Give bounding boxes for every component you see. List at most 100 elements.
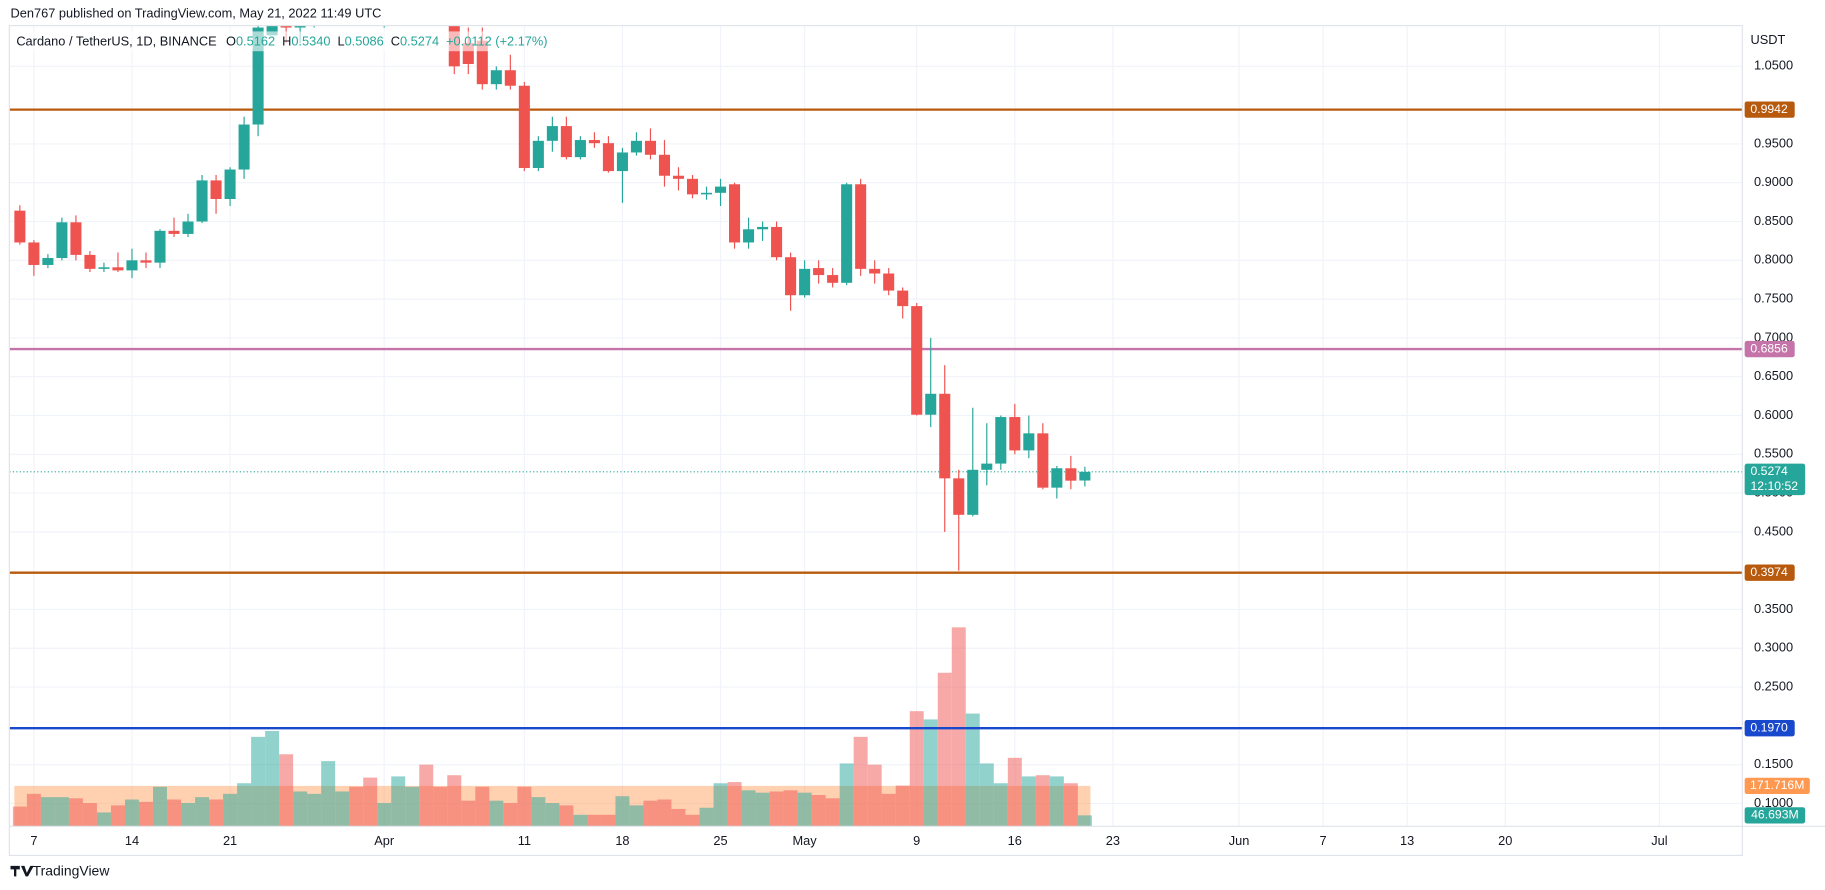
candle-body xyxy=(743,229,755,243)
last-price-badge xyxy=(1744,463,1806,496)
candle-body xyxy=(939,393,951,479)
volume-bar xyxy=(139,801,153,827)
y-tick-label: 0.8000 xyxy=(1754,252,1793,267)
volume-bar xyxy=(545,803,560,827)
x-tick-label: Jun xyxy=(1229,833,1250,848)
volume-bar xyxy=(391,776,406,827)
y-tick-label: 0.5500 xyxy=(1754,446,1793,461)
volume-bar xyxy=(307,793,322,827)
candle-body xyxy=(827,275,839,283)
candle-body xyxy=(883,273,895,291)
candle-body xyxy=(981,463,993,470)
candle-body xyxy=(70,222,82,255)
candle-body xyxy=(476,40,488,85)
ohlc-value: 0.5340 xyxy=(291,33,330,48)
y-tick-label: 0.6000 xyxy=(1754,407,1793,422)
volume-bar xyxy=(853,736,868,827)
volume-bar xyxy=(433,786,448,827)
candle-body xyxy=(210,180,222,200)
volume-bar xyxy=(671,808,686,827)
volume-bar xyxy=(1035,775,1050,827)
level-badge xyxy=(1744,720,1795,737)
ohlc-value: 0.5274 xyxy=(400,33,439,48)
candle-body xyxy=(98,267,110,269)
countdown-label: 12:10:52 xyxy=(1750,479,1798,493)
y-tick-label: 0.1000 xyxy=(1754,795,1793,810)
published-note: Den767 published on TradingView.com, May… xyxy=(11,5,382,20)
candle-body xyxy=(196,180,208,222)
brand: TradingView xyxy=(10,862,110,878)
levels xyxy=(9,108,1743,730)
candle-body xyxy=(518,85,530,168)
candle-body xyxy=(252,27,264,125)
x-tick-label: May xyxy=(793,833,818,848)
volume-bar xyxy=(321,761,336,827)
volume-ma-badge xyxy=(1744,777,1810,795)
volume-bar xyxy=(40,797,55,827)
volume-bar xyxy=(1063,783,1078,827)
frame xyxy=(8,25,1743,857)
candle-body xyxy=(771,226,783,258)
y-tick-label: 0.8500 xyxy=(1754,213,1793,228)
y-axis-label: USDT xyxy=(1750,32,1785,47)
volume-bar xyxy=(489,800,504,827)
candle-body xyxy=(1079,471,1091,481)
y-tick-label: 1.0500 xyxy=(1754,58,1793,73)
candle-body xyxy=(294,25,306,28)
level-badge xyxy=(1744,564,1795,581)
x-tick-label: 25 xyxy=(713,833,727,848)
candle-body xyxy=(238,124,250,170)
volume-bar xyxy=(769,791,784,827)
volume-bar xyxy=(419,764,434,827)
level-label: 0.3974 xyxy=(1750,565,1788,579)
volume-bar xyxy=(223,793,238,827)
candle-body xyxy=(84,254,96,269)
candle-body xyxy=(280,25,292,28)
candle-body xyxy=(897,290,909,307)
header-bg xyxy=(11,31,501,52)
candle-body xyxy=(112,267,124,271)
volume-bar xyxy=(531,797,546,827)
candle-body xyxy=(490,70,502,85)
volume-bar xyxy=(181,803,196,827)
volume-bar xyxy=(797,792,812,827)
candle-body xyxy=(42,257,54,265)
candle-body xyxy=(14,210,26,243)
candle-body xyxy=(126,260,138,271)
candle-body xyxy=(925,393,937,415)
volume-bar xyxy=(475,786,490,827)
last-volume-label: 46.693M xyxy=(1751,808,1799,822)
candle-body xyxy=(869,268,881,274)
x-tick-label: 16 xyxy=(1008,833,1022,848)
volume-bar xyxy=(643,800,658,827)
candle-body xyxy=(224,169,236,200)
volume-bar xyxy=(68,798,83,827)
x-tick-label: 18 xyxy=(615,833,629,848)
candle-body xyxy=(616,152,628,172)
candle-body xyxy=(841,184,853,283)
candle-body xyxy=(266,25,278,36)
candle-body xyxy=(1065,468,1077,481)
candle-body xyxy=(672,175,685,179)
volume-bar xyxy=(937,672,952,827)
candle-body xyxy=(140,260,152,263)
volume-bar xyxy=(209,799,224,827)
volume-bar xyxy=(124,799,139,827)
x-tick-label: 11 xyxy=(518,833,531,848)
volume-bar xyxy=(237,783,252,827)
volume-bar xyxy=(405,786,420,827)
candle-body xyxy=(715,186,727,193)
volume-bar xyxy=(1077,815,1092,827)
volume-bar xyxy=(265,730,280,827)
y-tick-label: 0.2500 xyxy=(1754,678,1793,693)
y-tick-label: 0.7000 xyxy=(1754,329,1793,344)
candle-body xyxy=(560,126,572,158)
candle-body xyxy=(658,154,671,176)
candle-body xyxy=(700,192,713,195)
candle-body xyxy=(911,306,923,415)
volume-bar xyxy=(293,791,308,827)
volume-bar xyxy=(167,799,181,827)
candle-body xyxy=(953,478,965,515)
x-tick-label: 21 xyxy=(223,833,237,848)
volume-bar xyxy=(363,777,378,827)
